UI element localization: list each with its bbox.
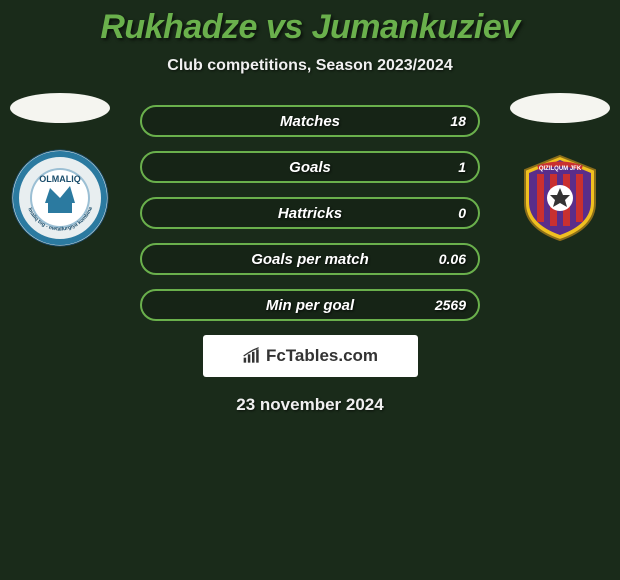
stat-row: Goals per match 0.06 [140,243,480,275]
player-left-avatar [10,93,110,123]
stat-label: Min per goal [266,297,354,314]
chart-icon [242,347,262,365]
svg-text:QIZILQUM JFK: QIZILQUM JFK [539,166,582,172]
stat-value-right: 2569 [435,297,466,313]
right-club-badge: QIZILQUM JFK [510,148,610,248]
stat-label: Matches [280,113,340,130]
date-label: 23 november 2024 [0,395,620,415]
stat-label: Goals per match [251,251,369,268]
stat-value-right: 0.06 [439,251,466,267]
stat-value-right: 1 [458,159,466,175]
brand-label: FcTables.com [266,346,378,366]
stat-value-right: 18 [450,113,466,129]
player-left-column: OLMALIQ Olmaliq tog - metallurgiya kombi… [10,93,110,248]
svg-text:OLMALIQ: OLMALIQ [39,174,81,184]
subtitle: Club competitions, Season 2023/2024 [0,57,620,75]
stat-row: Min per goal 2569 [140,289,480,321]
stat-row: Hattricks 0 [140,197,480,229]
brand-box: FcTables.com [203,335,418,377]
stat-row: Goals 1 [140,151,480,183]
left-club-badge: OLMALIQ Olmaliq tog - metallurgiya kombi… [10,148,110,248]
player-right-column: QIZILQUM JFK [510,93,610,248]
olmaliq-badge-icon: OLMALIQ Olmaliq tog - metallurgiya kombi… [10,148,110,248]
stat-label: Goals [289,159,331,176]
stat-value-right: 0 [458,205,466,221]
comparison-panel: OLMALIQ Olmaliq tog - metallurgiya kombi… [0,105,620,415]
page-title: Rukhadze vs Jumankuziev [0,0,620,47]
stats-list: Matches 18 Goals 1 Hattricks 0 Goals per… [140,105,480,321]
player-right-avatar [510,93,610,123]
qizilqum-badge-icon: QIZILQUM JFK [510,148,610,248]
stat-label: Hattricks [278,205,342,222]
stat-row: Matches 18 [140,105,480,137]
